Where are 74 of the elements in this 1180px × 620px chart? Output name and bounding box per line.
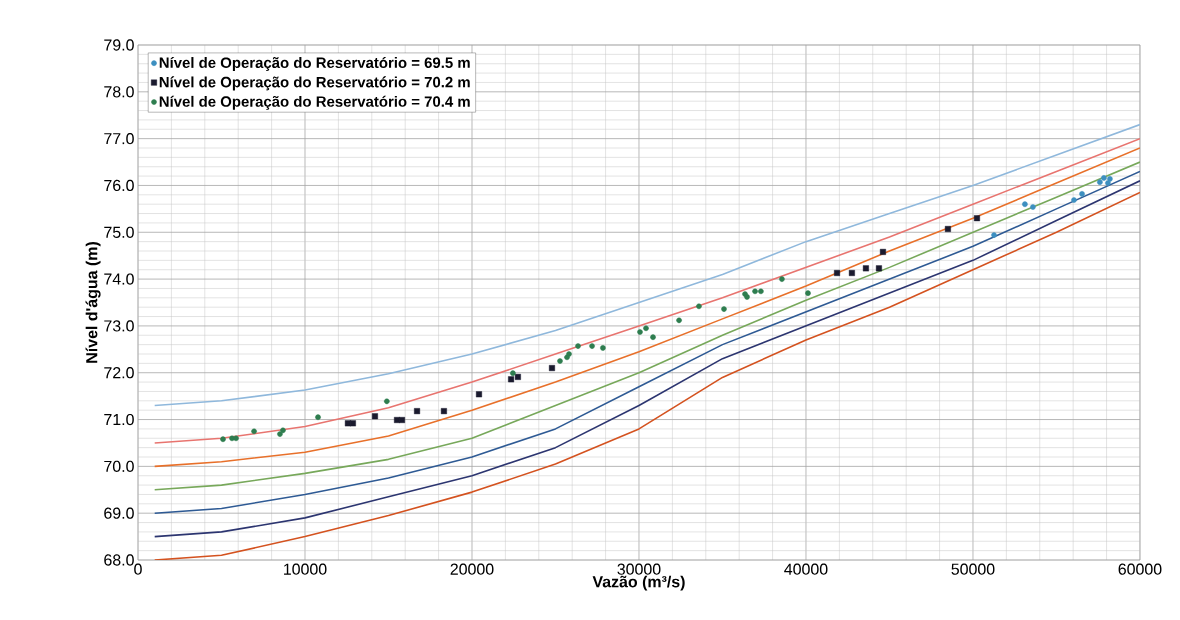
point (1097, 179, 1103, 185)
y-tick-label: 68.0 (104, 554, 134, 566)
y-tick-label: 78.0 (104, 86, 134, 98)
point (696, 303, 702, 310)
y-axis-title: Nível d'água (m) (85, 242, 101, 363)
y-tick-label: 77.0 (104, 132, 134, 145)
x-tick-label: 40000 (784, 563, 828, 575)
point (1101, 175, 1107, 181)
point (557, 358, 563, 364)
point (414, 408, 421, 415)
point (589, 343, 595, 349)
y-tick-label: 74.0 (104, 273, 134, 285)
point (973, 215, 980, 222)
point (991, 232, 997, 238)
point (440, 408, 447, 415)
point (1105, 180, 1111, 186)
y-tick-label: 72.0 (104, 367, 134, 379)
point (344, 420, 351, 427)
y-tick-label: 79.0 (104, 39, 134, 51)
legend-label: Nível de Operação do Reservatório = 70.4 m (159, 95, 470, 110)
point (510, 370, 516, 376)
point (848, 270, 855, 276)
x-tick-label: 10000 (284, 563, 327, 575)
point (476, 391, 482, 398)
point (600, 345, 606, 351)
point (805, 290, 811, 296)
point (399, 417, 406, 423)
x-tick-label: 0 (134, 563, 142, 575)
point (508, 376, 515, 383)
point (779, 276, 785, 282)
point (758, 288, 764, 295)
point (277, 431, 283, 437)
y-tick-label: 70.0 (104, 460, 134, 473)
point (384, 398, 390, 405)
point (566, 351, 572, 357)
point (676, 317, 682, 324)
x-tick-label: 50000 (951, 563, 995, 575)
point (744, 294, 750, 300)
point (1071, 197, 1077, 203)
point (548, 365, 555, 372)
line-series (153, 123, 1140, 407)
point (220, 436, 226, 442)
point (1079, 191, 1085, 197)
point (280, 427, 286, 434)
x-tick-label: 20000 (450, 563, 494, 575)
point (233, 435, 239, 442)
point (371, 413, 378, 420)
point (721, 306, 727, 312)
point (349, 420, 356, 427)
point (752, 288, 758, 295)
point (944, 226, 951, 232)
point (1022, 201, 1028, 207)
x-tick-label: 60000 (1118, 563, 1162, 575)
point (650, 334, 656, 340)
point (514, 373, 521, 380)
legend-label: Nível de Operação do Reservatório = 69.5 m (159, 56, 470, 71)
y-tick-label: 69.0 (104, 507, 134, 519)
point (862, 265, 869, 272)
point (643, 325, 649, 332)
point (251, 428, 257, 435)
point (315, 414, 321, 420)
y-tick-label: 73.0 (104, 320, 134, 332)
point (637, 329, 643, 335)
y-tick-label: 76.0 (104, 179, 134, 192)
legend-label: Nível de Operação do Reservatório = 70.2 m (159, 76, 470, 91)
x-tick-label: 30000 (617, 563, 661, 575)
point (1030, 204, 1036, 210)
point (879, 248, 886, 255)
point (834, 270, 841, 276)
point (575, 343, 581, 349)
y-tick-label: 71.0 (104, 413, 134, 426)
y-tick-label: 75.0 (104, 226, 134, 238)
point (875, 265, 882, 272)
x-axis-title: Vazão (m³/s) (592, 575, 685, 591)
